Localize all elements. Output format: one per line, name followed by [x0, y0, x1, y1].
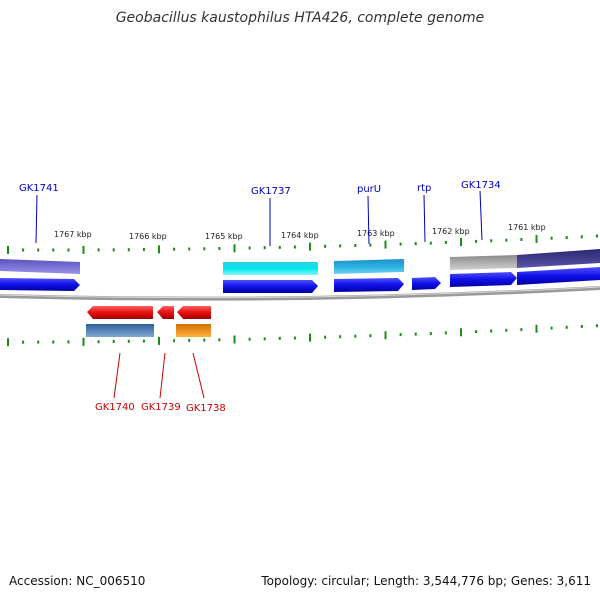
- gene-category-box-gk1733-navy[interactable]: [517, 249, 600, 268]
- ruler-ticks-upper: [7, 234, 598, 254]
- leader-line-puru: [367, 195, 370, 245]
- gene-label-gk1739[interactable]: GK1739: [141, 402, 181, 413]
- gene-category-box-gk1734-grey[interactable]: [450, 255, 517, 270]
- ruler-label-1764: 1764 kbp: [281, 231, 319, 240]
- ruler-ticks-lower: [7, 324, 598, 347]
- genome-summary-text: Topology: circular; Length: 3,544,776 bp…: [261, 574, 591, 588]
- gene-arrow-gk1739[interactable]: [157, 306, 174, 319]
- gene-category-box-gk1740[interactable]: [86, 324, 154, 337]
- gene-label-gk1741[interactable]: GK1741: [19, 183, 59, 194]
- leader-line-rtp: [423, 194, 426, 243]
- gene-arrow-gk1733[interactable]: [517, 267, 600, 285]
- gene-label-gk1737[interactable]: GK1737: [251, 186, 291, 197]
- accession-text: Accession: NC_006510: [9, 574, 146, 588]
- ruler-label-1763: 1763 kbp: [357, 229, 395, 238]
- gene-arrow-gk1741[interactable]: [0, 278, 80, 291]
- gene-arrow-gk1734[interactable]: [450, 272, 517, 287]
- ruler-label-1766: 1766 kbp: [129, 232, 167, 241]
- gene-category-box-gk1738[interactable]: [176, 324, 211, 337]
- ruler-label-1762: 1762 kbp: [432, 227, 470, 236]
- ruler-label-1761: 1761 kbp: [508, 223, 546, 232]
- leader-line-gk1739: [159, 352, 166, 399]
- genome-backbone: [0, 286, 600, 301]
- leader-line-gk1741: [35, 194, 38, 244]
- ruler-label-1767: 1767 kbp: [54, 230, 92, 239]
- gene-label-rtp[interactable]: rtp: [417, 183, 431, 194]
- gene-arrow-gk1738[interactable]: [177, 306, 211, 319]
- gene-label-puru[interactable]: purU: [357, 184, 381, 195]
- gene-label-gk1740[interactable]: GK1740: [95, 402, 135, 413]
- map-title: Geobacillus kaustophilus HTA426, complet…: [115, 10, 485, 26]
- ruler-label-1765: 1765 kbp: [205, 232, 243, 241]
- gene-label-gk1734[interactable]: GK1734: [461, 180, 501, 191]
- gene-arrow-rtp[interactable]: [412, 277, 441, 290]
- gene-category-box-gk1741[interactable]: [0, 259, 80, 274]
- leader-line-gk1740: [113, 352, 121, 399]
- gene-arrow-gk1740[interactable]: [87, 306, 153, 319]
- genome-backbone-highlight: [0, 286, 600, 299]
- gene-label-gk1738[interactable]: GK1738: [186, 403, 226, 414]
- leader-line-gk1734: [479, 190, 483, 241]
- leader-line-gk1738: [192, 352, 205, 399]
- gene-category-box-gk1737[interactable]: [223, 262, 318, 275]
- gene-category-box-puru[interactable]: [334, 259, 404, 274]
- gene-arrow-gk1737[interactable]: [223, 280, 318, 293]
- gene-arrow-puru[interactable]: [334, 278, 404, 292]
